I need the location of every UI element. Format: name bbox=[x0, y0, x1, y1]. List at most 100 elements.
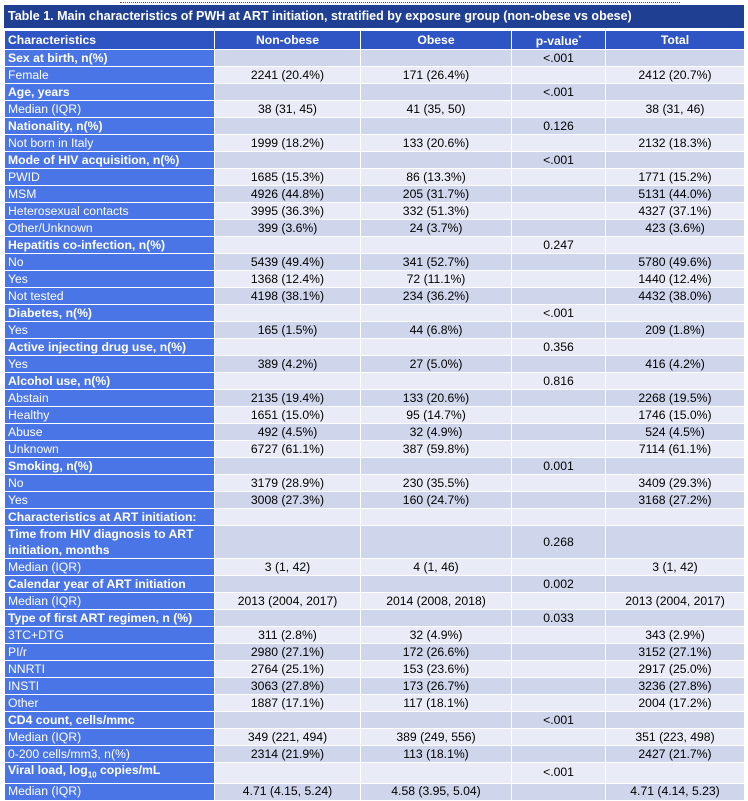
cell-non-obese bbox=[214, 609, 361, 628]
section-header-row: Time from HIV diagnosis to ART initiatio… bbox=[4, 525, 745, 560]
cell-obese bbox=[360, 762, 512, 784]
row-label-subscript: 10 bbox=[87, 770, 97, 780]
cell-p-value bbox=[511, 100, 606, 119]
cell-total: 416 (4.2%) bbox=[605, 355, 745, 374]
row-label-text: Mode of HIV acquisition, n(%) bbox=[8, 152, 180, 167]
row-label-text: Sex at birth, n(%) bbox=[8, 50, 108, 65]
cell-non-obese: 4.71 (4.15, 5.24) bbox=[214, 782, 361, 801]
row-label-text: Unknown bbox=[8, 441, 59, 456]
row-label-text: Median (IQR) bbox=[8, 559, 82, 574]
cell-p-value bbox=[511, 558, 606, 577]
row-label: Median (IQR) bbox=[4, 558, 215, 577]
cell-non-obese: 2241 (20.4%) bbox=[214, 66, 361, 85]
row-label: Other/Unknown bbox=[4, 219, 215, 238]
row-label-text: Characteristics at ART initiation: bbox=[8, 509, 197, 524]
table-row: Median (IQR) 3 (1, 42) 4 (1, 46) 3 (1, 42) bbox=[4, 558, 745, 577]
table-row: NNRTI 2764 (25.1%) 153 (23.6%) 2917 (25.0%) bbox=[4, 660, 745, 679]
cell-obese: 41 (35, 50) bbox=[360, 100, 512, 119]
cell-non-obese: 2013 (2004, 2017) bbox=[214, 592, 361, 611]
table-row: Median (IQR) 349 (221, 494) 389 (249, 556)… bbox=[4, 728, 745, 747]
row-label: Age, years bbox=[4, 83, 215, 102]
cell-obese: 32 (4.9%) bbox=[360, 423, 512, 442]
row-label: Abuse bbox=[4, 423, 215, 442]
cell-p-value bbox=[511, 660, 606, 679]
cell-total bbox=[605, 236, 745, 255]
cell-p-value bbox=[511, 643, 606, 662]
cell-obese: 72 (11.1%) bbox=[360, 270, 512, 289]
cell-non-obese: 5439 (49.4%) bbox=[214, 253, 361, 272]
section-header-row: Calendar year of ART initiation 0.002 bbox=[4, 575, 745, 594]
cell-non-obese: 38 (31, 45) bbox=[214, 100, 361, 119]
cell-p-value bbox=[511, 185, 606, 204]
table-row: Not born in Italy 1999 (18.2%) 133 (20.6%)… bbox=[4, 134, 745, 153]
row-label: Yes bbox=[4, 321, 215, 340]
row-label-text: Alcohol use, n(%) bbox=[8, 373, 111, 388]
cell-p-value bbox=[511, 677, 606, 696]
col-header-characteristics: Characteristics bbox=[4, 29, 215, 51]
cell-obese: 44 (6.8%) bbox=[360, 321, 512, 340]
cell-obese bbox=[360, 508, 512, 527]
cell-p-value: <.001 bbox=[511, 304, 606, 323]
cell-p-value bbox=[511, 745, 606, 764]
cell-non-obese: 311 (2.8%) bbox=[214, 626, 361, 645]
cell-p-value: <.001 bbox=[511, 49, 606, 68]
row-label: NNRTI bbox=[4, 660, 215, 679]
cell-p-value bbox=[511, 423, 606, 442]
row-label: Viral load, log10 copies/mL bbox=[4, 762, 215, 784]
cell-non-obese bbox=[214, 372, 361, 391]
cell-non-obese: 1368 (12.4%) bbox=[214, 270, 361, 289]
row-label-text: Yes bbox=[8, 356, 28, 371]
table-row: 0-200 cells/mm3, n(%) 2314 (21.9%) 113 (18… bbox=[4, 745, 745, 764]
cell-non-obese: 399 (3.6%) bbox=[214, 219, 361, 238]
table-row: Median (IQR) 2013 (2004, 2017) 2014 (2008,… bbox=[4, 592, 745, 611]
cell-non-obese: 492 (4.5%) bbox=[214, 423, 361, 442]
cell-total: 2132 (18.3%) bbox=[605, 134, 745, 153]
cell-p-value bbox=[511, 389, 606, 408]
table-row: Female 2241 (20.4%) 171 (26.4%) 2412 (20.7%… bbox=[4, 66, 745, 85]
cell-total bbox=[605, 508, 745, 527]
row-label: PWID bbox=[4, 168, 215, 187]
row-label-text: Viral load, log bbox=[8, 763, 88, 778]
cell-non-obese: 4198 (38.1%) bbox=[214, 287, 361, 306]
row-label-text: Yes bbox=[8, 492, 28, 507]
row-label: Not tested bbox=[4, 287, 215, 306]
cropped-text-strip bbox=[0, 0, 748, 5]
cell-obese bbox=[360, 372, 512, 391]
row-label-text: Not tested bbox=[8, 288, 64, 303]
cell-total: 343 (2.9%) bbox=[605, 626, 745, 645]
cell-p-value bbox=[511, 270, 606, 289]
cell-obese: 332 (51.3%) bbox=[360, 202, 512, 221]
cell-non-obese: 4926 (44.8%) bbox=[214, 185, 361, 204]
cell-obese bbox=[360, 49, 512, 68]
cell-non-obese: 3008 (27.3%) bbox=[214, 491, 361, 510]
row-label-text: Smoking, n(%) bbox=[8, 458, 93, 473]
cell-obese: 27 (5.0%) bbox=[360, 355, 512, 374]
cell-total: 1440 (12.4%) bbox=[605, 270, 745, 289]
cell-p-value: 0.033 bbox=[511, 609, 606, 628]
section-header-row: Active injecting drug use, n(%) 0.356 bbox=[4, 338, 745, 357]
row-label: Median (IQR) bbox=[4, 728, 215, 747]
row-label-text: CD4 count, cells/mmc bbox=[8, 712, 135, 727]
table-row: No 3179 (28.9%) 230 (35.5%) 3409 (29.3%) bbox=[4, 474, 745, 493]
row-label-text: Hepatitis co-infection, n(%) bbox=[8, 237, 166, 252]
cell-obese bbox=[360, 236, 512, 255]
cell-total: 4432 (38.0%) bbox=[605, 287, 745, 306]
cell-p-value: 0.001 bbox=[511, 457, 606, 476]
cell-total: 38 (31, 46) bbox=[605, 100, 745, 119]
cell-obese bbox=[360, 117, 512, 136]
row-label: Unknown bbox=[4, 440, 215, 459]
row-label: Median (IQR) bbox=[4, 782, 215, 801]
cell-total: 5131 (44.0%) bbox=[605, 185, 745, 204]
row-label: INSTI bbox=[4, 677, 215, 696]
cell-obese: 95 (14.7%) bbox=[360, 406, 512, 425]
cell-p-value: 0.126 bbox=[511, 117, 606, 136]
cell-non-obese bbox=[214, 304, 361, 323]
row-label-text: Other bbox=[8, 695, 39, 710]
section-header-row: Alcohol use, n(%) 0.816 bbox=[4, 372, 745, 391]
row-label-text: Active injecting drug use, n(%) bbox=[8, 339, 187, 354]
cell-p-value bbox=[511, 321, 606, 340]
table-row: Yes 1368 (12.4%) 72 (11.1%) 1440 (12.4%) bbox=[4, 270, 745, 289]
row-label: Hepatitis co-infection, n(%) bbox=[4, 236, 215, 255]
cell-total: 1746 (15.0%) bbox=[605, 406, 745, 425]
row-label: Median (IQR) bbox=[4, 100, 215, 119]
